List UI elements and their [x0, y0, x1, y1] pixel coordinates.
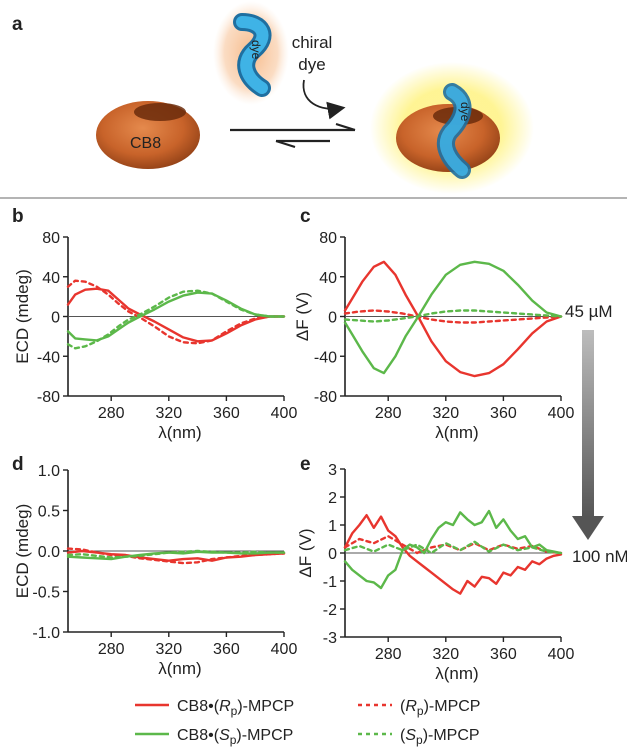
x-tick-label: 400	[271, 641, 298, 658]
series-line	[345, 515, 561, 593]
y-tick-label: -40	[314, 349, 337, 366]
legend-label: (Rp)-MPCP	[400, 698, 480, 718]
legend-label: (Sp)-MPCP	[400, 727, 480, 747]
y-tick-label: -1.0	[32, 625, 60, 642]
x-tick-label: 360	[213, 641, 240, 658]
legend-label: CB8•(Rp)-MPCP	[177, 698, 294, 718]
y-tick-label: 1	[328, 518, 337, 535]
host-label: CB8	[130, 135, 161, 152]
y-axis-label: ΔF (V)	[296, 528, 315, 577]
y-tick-label: 3	[328, 462, 337, 479]
x-tick-label: 280	[98, 641, 125, 658]
conc-high-label: 45 µM	[565, 302, 613, 321]
y-tick-label: -0.5	[32, 585, 60, 602]
x-tick-label: 400	[271, 405, 298, 422]
legend: CB8•(Rp)-MPCP (Rp)-MPCP CB8•(Sp)-MPCP (Sp)-…	[135, 698, 480, 747]
chiral-dye-label-line2: dye	[298, 55, 325, 74]
x-tick-label: 280	[375, 646, 402, 663]
y-tick-label: -40	[37, 349, 60, 366]
x-tick-label: 280	[98, 405, 125, 422]
panel-e: e 3 2 1 0 -1 -2 -3 280 320 360 400 λ(nm) ΔF (V)	[296, 454, 574, 683]
y-axis-label: ECD (mdeg)	[13, 269, 32, 363]
x-axis-label: λ(nm)	[435, 664, 478, 683]
panel-a-letter: a	[12, 14, 23, 35]
series-line	[68, 289, 284, 342]
y-tick-label: 2	[328, 490, 337, 507]
panel-d-letter: d	[12, 454, 24, 475]
panel-d: d 1.0 0.5 0.0 -0.5 -1.0 280 320 360 400 λ(nm) ECD (…	[12, 454, 297, 678]
complex-dye-label: dye	[458, 102, 472, 122]
y-axis-label: ECD (mdeg)	[13, 504, 32, 598]
y-tick-label: 0.5	[38, 504, 60, 521]
x-tick-label: 320	[432, 405, 459, 422]
binding-arrow	[303, 80, 342, 109]
x-tick-label: 360	[490, 405, 517, 422]
y-tick-label: 80	[319, 230, 337, 247]
complex-graphic: dye	[370, 62, 534, 194]
y-tick-label: -1	[323, 574, 337, 591]
x-tick-label: 280	[375, 405, 402, 422]
x-tick-label: 360	[490, 646, 517, 663]
panel-c-letter: c	[300, 206, 311, 227]
guest-label: dye	[249, 40, 263, 60]
y-tick-label: 0	[328, 546, 337, 563]
y-tick-label: -3	[323, 630, 337, 647]
cb8-host-graphic: CB8	[96, 101, 200, 169]
concentration-arrow	[572, 330, 604, 540]
y-tick-label: 0	[328, 310, 337, 327]
series-line	[345, 262, 561, 373]
x-tick-label: 400	[548, 646, 575, 663]
panel-b-letter: b	[12, 206, 24, 227]
x-axis-label: λ(nm)	[158, 659, 201, 678]
x-axis-label: λ(nm)	[158, 423, 201, 442]
panel-a: a CB8 dye chiral dye	[0, 1, 627, 198]
x-tick-label: 320	[155, 641, 182, 658]
x-tick-label: 320	[432, 646, 459, 663]
y-tick-label: -80	[37, 389, 60, 406]
y-tick-label: 40	[319, 270, 337, 287]
chiral-dye-label-line1: chiral	[292, 33, 333, 52]
y-tick-label: -80	[314, 389, 337, 406]
conc-low-label: 100 nM	[572, 547, 627, 566]
equilibrium-arrows	[230, 124, 355, 147]
x-tick-label: 400	[548, 405, 575, 422]
y-axis-label: ΔF (V)	[293, 292, 312, 341]
y-tick-label: 0	[51, 310, 60, 327]
panel-e-letter: e	[300, 454, 311, 475]
free-dye-graphic: dye	[213, 1, 289, 105]
y-tick-label: 0.0	[38, 544, 60, 561]
y-tick-label: -2	[323, 602, 337, 619]
y-tick-label: 40	[42, 270, 60, 287]
y-tick-label: 80	[42, 230, 60, 247]
x-tick-label: 360	[213, 405, 240, 422]
x-tick-label: 320	[155, 405, 182, 422]
legend-label: CB8•(Sp)-MPCP	[177, 727, 293, 747]
x-axis-label: λ(nm)	[435, 423, 478, 442]
y-tick-label: 1.0	[38, 463, 60, 480]
